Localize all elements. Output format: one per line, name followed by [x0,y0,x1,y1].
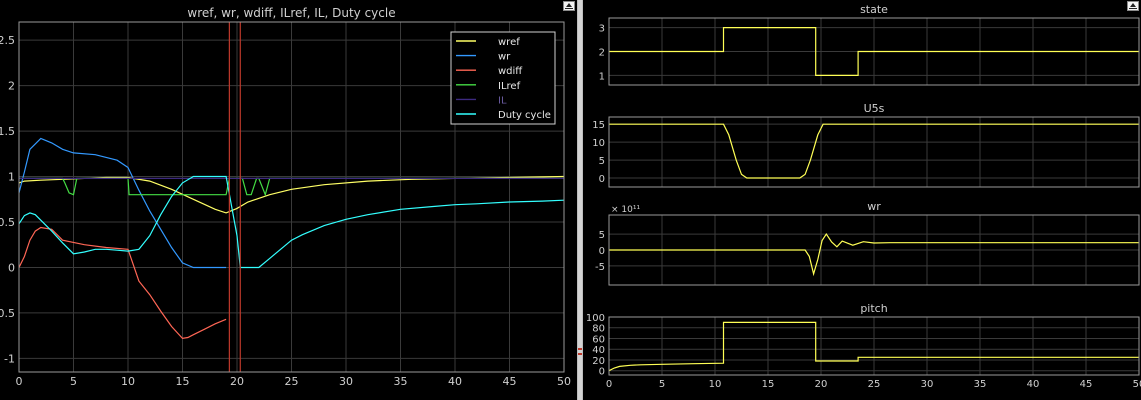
x-tick-label: 45 [1080,379,1093,390]
x-tick-label: 30 [339,375,353,388]
right-scope-panel: 1 2 3 state 0 5 10 15 U5s -5 0 5 wr × 10¹¹ 0 20 40 60 80 10… [583,0,1141,400]
series-line-signal [609,321,1139,372]
axes-frame [608,316,1140,376]
x-tick-label: 35 [974,379,987,390]
series-line-signal [609,233,1139,277]
x-tick-label: 15 [176,375,190,388]
series-line-signal [609,27,1139,77]
x-tick-label: 0 [606,379,612,390]
series-line-wr [19,137,227,269]
x-tick-label: 5 [70,375,77,388]
series-group [609,321,1139,372]
y-tick-label: 0 [599,246,605,257]
y-tick-label: 20 [592,356,605,367]
y-tick-label: 15 [592,120,605,131]
axes-frame [608,116,1140,188]
series-line-wdiff [19,226,227,340]
chart-title: pitch [860,302,887,315]
y-tick-label: 3 [599,24,605,35]
x-tick-label: 10 [709,379,722,390]
splitter-grip-top [578,348,582,350]
y-tick-label: 5 [599,230,605,241]
legend-label: wdiff [498,66,523,77]
legend-label: ILref [498,81,521,92]
undock-icon[interactable] [1127,1,1139,11]
y-tick-label: 2 [8,80,15,93]
chart-title: wr [867,200,881,213]
y-tick-label: 1 [599,71,605,82]
y-tick-label: 0 [599,174,605,185]
x-tick-label: 50 [557,375,571,388]
series-group [609,233,1139,277]
left-scope-panel: -1 -0.5 0 0.5 1 1.5 2 2.5 0 5 10 15 20 25 30 35 40 45 50 wr… [0,0,577,400]
x-tick-label: 20 [230,375,244,388]
y-tick-label: -1 [4,352,15,365]
legend-label: wr [498,52,511,63]
y-tick-label: 0 [599,367,605,378]
chart-title: U5s [864,102,885,115]
splitter-grip-bottom [578,353,582,355]
x-tick-label: 0 [16,375,23,388]
y-tick-label: -5 [595,262,605,273]
legend: wref wr wdiff ILref IL Duty cycle [450,31,556,125]
legend-label: Duty cycle [498,110,551,121]
series-group [609,123,1139,179]
x-tick-label: 45 [503,375,517,388]
x-tick-label: 30 [921,379,934,390]
series-group [609,27,1139,77]
y-tick-label: -0.5 [0,307,15,320]
series-group [19,137,564,340]
legend-box [450,31,556,125]
y-tick-label: 5 [599,156,605,167]
x-tick-label: 5 [659,379,665,390]
chart-title: state [860,3,888,16]
y-tick-label: 40 [592,345,605,356]
y-tick-label: 2.5 [0,34,15,47]
undock-icon[interactable] [563,1,575,11]
x-tick-label: 40 [448,375,462,388]
y-tick-label: 10 [592,138,605,149]
x-tick-label: 10 [121,375,135,388]
x-tick-label: 50 [1133,379,1141,390]
y-tick-label: 1.5 [0,125,15,138]
y-tick-label: 80 [592,324,605,335]
legend-label: wref [498,37,520,48]
y-tick-label: 2 [599,48,605,59]
y-tick-label: 60 [592,334,605,345]
x-tick-label: 25 [868,379,881,390]
legend-label: IL [498,95,507,106]
series-line-duty-cycle [19,175,564,269]
y-tick-label: 1 [8,171,15,184]
axes-frame [608,214,1140,286]
axes-frame [608,17,1140,86]
x-tick-label: 15 [762,379,775,390]
series-line-signal [609,123,1139,179]
x-tick-label: 35 [394,375,408,388]
x-tick-label: 20 [815,379,828,390]
y-tick-label: 0.5 [0,216,15,229]
y-tick-label: 0 [8,261,15,274]
main-chart: -1 -0.5 0 0.5 1 1.5 2 2.5 0 5 10 15 20 25 30 35 40 45 50 wr… [0,6,571,388]
x-tick-label: 25 [285,375,299,388]
chart-title: wref, wr, wdiff, ILref, IL, Duty cycle [187,6,395,20]
y-tick-label: 100 [586,313,605,324]
panel-splitter[interactable] [577,0,583,400]
axes-frame [18,21,565,373]
x-tick-label: 40 [1027,379,1040,390]
exponent-label: × 10¹¹ [611,205,640,215]
